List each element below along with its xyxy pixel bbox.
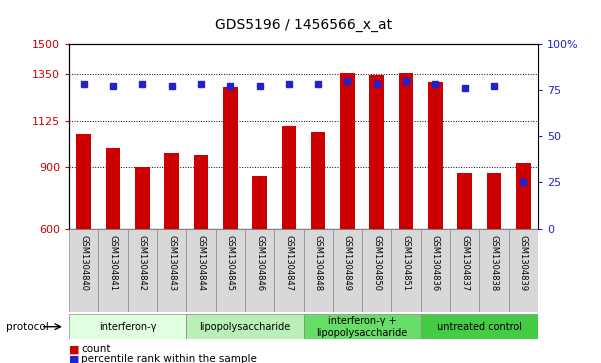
- Text: GSM1304840: GSM1304840: [79, 235, 88, 291]
- Bar: [69, 229, 99, 312]
- Bar: [333, 229, 362, 312]
- Bar: [69, 314, 186, 339]
- Text: untreated control: untreated control: [437, 322, 522, 332]
- Text: GSM1304848: GSM1304848: [314, 235, 323, 291]
- Bar: [421, 229, 450, 312]
- Bar: [508, 229, 538, 312]
- Bar: [370, 76, 384, 229]
- Bar: [106, 148, 120, 229]
- Text: GSM1304844: GSM1304844: [197, 235, 206, 291]
- Bar: [487, 173, 501, 229]
- Text: GSM1304849: GSM1304849: [343, 235, 352, 291]
- Bar: [76, 134, 91, 229]
- Text: ■: ■: [69, 354, 79, 363]
- Bar: [99, 229, 127, 312]
- Text: GSM1304839: GSM1304839: [519, 235, 528, 291]
- Bar: [480, 229, 508, 312]
- Bar: [186, 314, 304, 339]
- Bar: [252, 176, 267, 229]
- Bar: [274, 229, 304, 312]
- Text: GDS5196 / 1456566_x_at: GDS5196 / 1456566_x_at: [215, 18, 392, 32]
- Text: GSM1304838: GSM1304838: [489, 235, 498, 291]
- Bar: [421, 314, 538, 339]
- Bar: [186, 229, 216, 312]
- Text: GSM1304842: GSM1304842: [138, 235, 147, 291]
- Text: interferon-γ +
lipopolysaccharide: interferon-γ + lipopolysaccharide: [317, 316, 407, 338]
- Bar: [304, 314, 421, 339]
- Text: percentile rank within the sample: percentile rank within the sample: [81, 354, 257, 363]
- Bar: [340, 73, 355, 229]
- Bar: [362, 229, 391, 312]
- Bar: [128, 229, 157, 312]
- Bar: [135, 167, 150, 229]
- Text: ■: ■: [69, 344, 79, 354]
- Text: lipopolysaccharide: lipopolysaccharide: [200, 322, 290, 332]
- Text: protocol: protocol: [6, 322, 49, 332]
- Text: count: count: [81, 344, 111, 354]
- Text: GSM1304845: GSM1304845: [226, 235, 235, 291]
- Bar: [157, 229, 186, 312]
- Bar: [281, 126, 296, 229]
- Text: GSM1304841: GSM1304841: [109, 235, 118, 291]
- Text: GSM1304836: GSM1304836: [431, 235, 440, 291]
- Bar: [398, 73, 413, 229]
- Bar: [164, 152, 179, 229]
- Text: GSM1304837: GSM1304837: [460, 235, 469, 291]
- Bar: [391, 229, 421, 312]
- Text: GSM1304846: GSM1304846: [255, 235, 264, 291]
- Bar: [304, 229, 333, 312]
- Text: GSM1304843: GSM1304843: [167, 235, 176, 291]
- Text: interferon-γ: interferon-γ: [99, 322, 156, 332]
- Text: GSM1304850: GSM1304850: [372, 235, 381, 291]
- Bar: [216, 229, 245, 312]
- Bar: [245, 229, 274, 312]
- Bar: [428, 82, 443, 229]
- Text: GSM1304847: GSM1304847: [284, 235, 293, 291]
- Text: GSM1304851: GSM1304851: [401, 235, 410, 291]
- Bar: [223, 87, 237, 229]
- Bar: [311, 132, 326, 229]
- Bar: [450, 229, 480, 312]
- Bar: [457, 173, 472, 229]
- Bar: [516, 163, 531, 229]
- Bar: [194, 155, 209, 229]
